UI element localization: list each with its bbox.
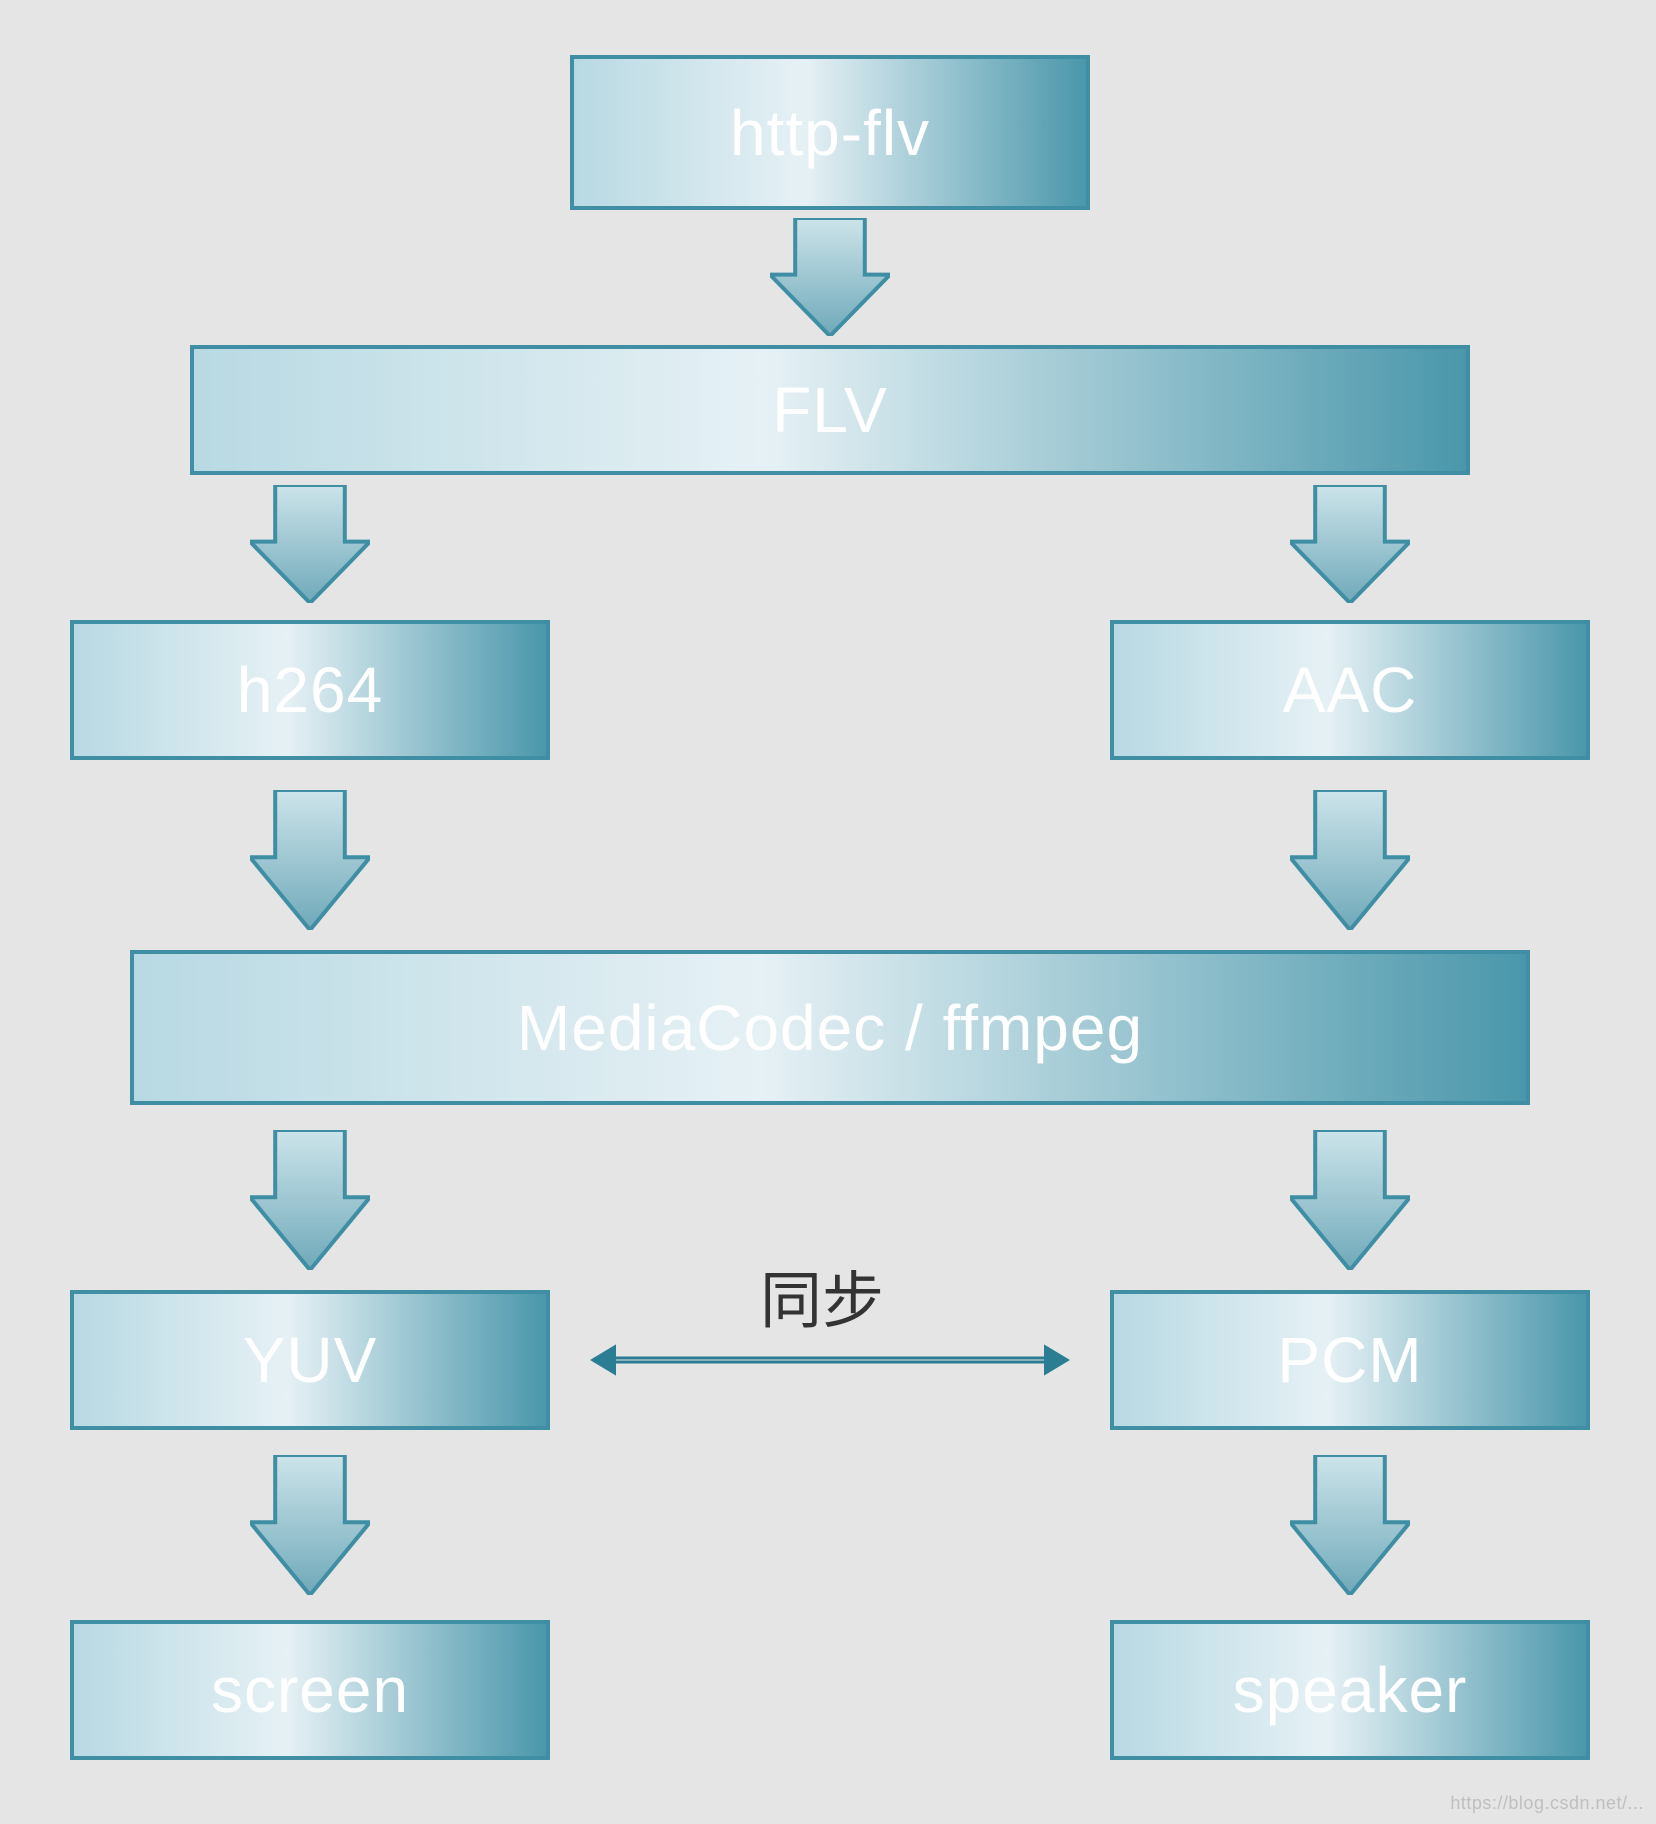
node-label: h264: [237, 653, 383, 727]
arrow-down-icon: [1290, 1455, 1410, 1595]
node-label: speaker: [1233, 1653, 1468, 1727]
node-label: FLV: [772, 373, 888, 447]
node-http-flv: http-flv: [570, 55, 1090, 210]
node-label: MediaCodec / ffmpeg: [517, 991, 1143, 1065]
sync-text: 同步: [760, 1268, 884, 1336]
node-pcm: PCM: [1110, 1290, 1590, 1430]
arrow-down-icon: [1290, 790, 1410, 930]
node-yuv: YUV: [70, 1290, 550, 1430]
arrow-down-icon: [250, 1455, 370, 1595]
node-aac: AAC: [1110, 620, 1590, 760]
node-label: screen: [211, 1653, 409, 1727]
arrow-down-icon: [1290, 485, 1410, 603]
watermark-text: https://blog.csdn.net/...: [1450, 1793, 1644, 1814]
node-screen: screen: [70, 1620, 550, 1760]
node-label: AAC: [1283, 653, 1418, 727]
node-flv: FLV: [190, 345, 1470, 475]
arrow-down-icon: [250, 485, 370, 603]
arrow-down-icon: [1290, 1130, 1410, 1270]
node-speaker: speaker: [1110, 1620, 1590, 1760]
sync-label: 同步: [760, 1250, 884, 1340]
node-label: PCM: [1277, 1323, 1422, 1397]
node-label: YUV: [243, 1323, 378, 1397]
arrow-down-icon: [770, 218, 890, 336]
node-h264: h264: [70, 620, 550, 760]
node-label: http-flv: [730, 96, 930, 170]
arrow-down-icon: [250, 1130, 370, 1270]
node-mediacodec-ffmpeg: MediaCodec / ffmpeg: [130, 950, 1530, 1105]
arrow-down-icon: [250, 790, 370, 930]
